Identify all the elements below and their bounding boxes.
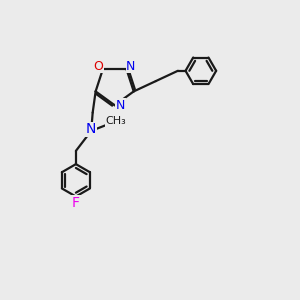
Text: N: N: [126, 60, 136, 73]
Text: N: N: [85, 122, 96, 136]
Text: CH₃: CH₃: [106, 116, 126, 126]
Text: F: F: [72, 196, 80, 210]
Text: N: N: [116, 99, 125, 112]
Text: O: O: [94, 60, 103, 73]
